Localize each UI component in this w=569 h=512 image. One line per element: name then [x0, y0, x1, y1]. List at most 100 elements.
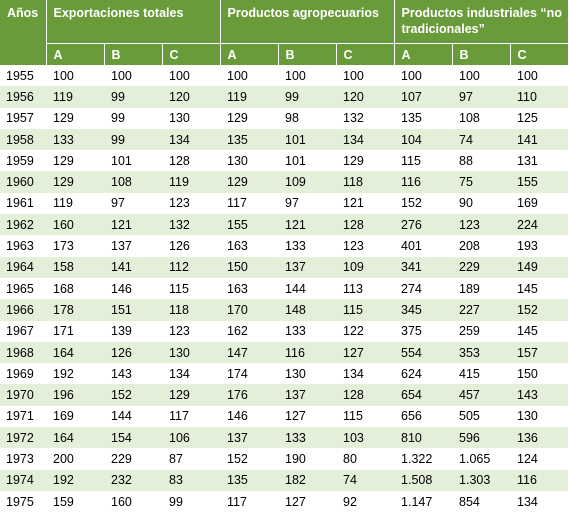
year-cell: 1955 — [0, 65, 46, 87]
subheader-a: A — [46, 43, 105, 65]
value-cell: 1.065 — [452, 448, 511, 470]
value-cell: 106 — [162, 427, 220, 449]
table-row: 1957 129 99 130 129 98 132 135 108 125 — [0, 107, 569, 129]
value-cell: 150 — [510, 363, 569, 385]
value-cell: 116 — [278, 341, 336, 364]
value-cell: 129 — [220, 107, 278, 129]
value-cell: 656 — [394, 405, 453, 428]
value-cell: 174 — [220, 363, 278, 385]
value-cell: 99 — [104, 107, 162, 129]
value-cell: 1.322 — [394, 448, 453, 470]
value-cell: 123 — [162, 192, 220, 215]
table-row: 1962 160 121 132 155 121 128 276 123 224 — [0, 214, 569, 236]
header-exportaciones-totales: Exportaciones totales — [46, 0, 221, 44]
value-cell: 120 — [162, 86, 220, 108]
table-row: 1968 164 126 130 147 116 127 554 353 157 — [0, 341, 569, 364]
value-cell: 157 — [510, 341, 569, 364]
value-cell: 624 — [394, 363, 453, 385]
value-cell: 129 — [46, 171, 104, 193]
value-cell: 159 — [46, 490, 104, 512]
value-cell: 227 — [452, 299, 511, 321]
value-cell: 1.147 — [394, 490, 453, 512]
year-cell: 1963 — [0, 235, 46, 257]
value-cell: 148 — [278, 299, 336, 321]
year-cell: 1970 — [0, 384, 46, 406]
table-row: 1973 200 229 87 152 190 80 1.322 1.065 124 — [0, 448, 569, 470]
value-cell: 132 — [162, 214, 220, 236]
value-cell: 108 — [104, 171, 162, 193]
subheader-c: C — [336, 43, 395, 65]
value-cell: 115 — [336, 299, 395, 321]
value-cell: 101 — [278, 128, 336, 151]
year-cell: 1972 — [0, 427, 46, 449]
table-row: 1966 178 151 118 170 148 115 345 227 152 — [0, 299, 569, 321]
value-cell: 259 — [452, 320, 511, 342]
value-cell: 134 — [336, 128, 395, 151]
value-cell: 130 — [220, 150, 278, 172]
value-cell: 130 — [162, 341, 220, 364]
value-cell: 208 — [452, 235, 511, 257]
value-cell: 135 — [394, 107, 453, 129]
value-cell: 129 — [220, 171, 278, 193]
value-cell: 90 — [452, 192, 511, 215]
year-cell: 1957 — [0, 107, 46, 129]
value-cell: 100 — [278, 65, 336, 87]
year-cell: 1974 — [0, 469, 46, 491]
value-cell: 171 — [46, 320, 104, 342]
value-cell: 108 — [452, 107, 511, 129]
table-row: 1967 171 139 123 162 133 122 375 259 145 — [0, 320, 569, 342]
value-cell: 115 — [394, 150, 453, 172]
value-cell: 129 — [46, 150, 104, 172]
value-cell: 457 — [452, 384, 511, 406]
value-cell: 130 — [278, 363, 336, 385]
value-cell: 103 — [336, 427, 395, 449]
value-cell: 134 — [162, 128, 220, 151]
value-cell: 147 — [220, 341, 278, 364]
year-cell: 1967 — [0, 320, 46, 342]
subheader-c: C — [162, 43, 221, 65]
subheader-a: A — [394, 43, 453, 65]
value-cell: 130 — [510, 405, 569, 428]
value-cell: 169 — [46, 405, 104, 428]
value-cell: 97 — [452, 86, 511, 108]
table-row: 1964 158 141 112 150 137 109 341 229 149 — [0, 256, 569, 278]
value-cell: 126 — [162, 235, 220, 257]
year-cell: 1956 — [0, 86, 46, 108]
value-cell: 190 — [278, 448, 336, 470]
value-cell: 170 — [220, 299, 278, 321]
value-cell: 100 — [104, 65, 162, 87]
value-cell: 143 — [510, 384, 569, 406]
value-cell: 144 — [104, 405, 162, 428]
value-cell: 116 — [394, 171, 453, 193]
year-cell: 1964 — [0, 256, 46, 278]
subheader-b: B — [452, 43, 511, 65]
value-cell: 1.508 — [394, 469, 453, 491]
year-cell: 1969 — [0, 363, 46, 385]
value-cell: 120 — [336, 86, 395, 108]
value-cell: 99 — [162, 490, 220, 512]
value-cell: 145 — [510, 320, 569, 342]
value-cell: 200 — [46, 448, 104, 470]
value-cell: 117 — [162, 405, 220, 428]
subheader-c: C — [510, 43, 569, 65]
value-cell: 146 — [104, 277, 162, 300]
value-cell: 100 — [46, 65, 104, 87]
value-cell: 133 — [46, 128, 104, 151]
year-cell: 1966 — [0, 299, 46, 321]
value-cell: 146 — [220, 405, 278, 428]
value-cell: 160 — [104, 490, 162, 512]
value-cell: 150 — [220, 256, 278, 278]
year-cell: 1973 — [0, 448, 46, 470]
year-cell: 1965 — [0, 277, 46, 300]
value-cell: 133 — [278, 320, 336, 342]
value-cell: 107 — [394, 86, 453, 108]
table-row: 1974 192 232 83 135 182 74 1.508 1.303 116 — [0, 469, 569, 491]
value-cell: 169 — [510, 192, 569, 215]
value-cell: 128 — [336, 214, 395, 236]
table-row: 1970 196 152 129 176 137 128 654 457 143 — [0, 384, 569, 406]
value-cell: 123 — [452, 214, 511, 236]
value-cell: 144 — [278, 277, 336, 300]
value-cell: 129 — [46, 107, 104, 129]
year-cell: 1961 — [0, 192, 46, 215]
